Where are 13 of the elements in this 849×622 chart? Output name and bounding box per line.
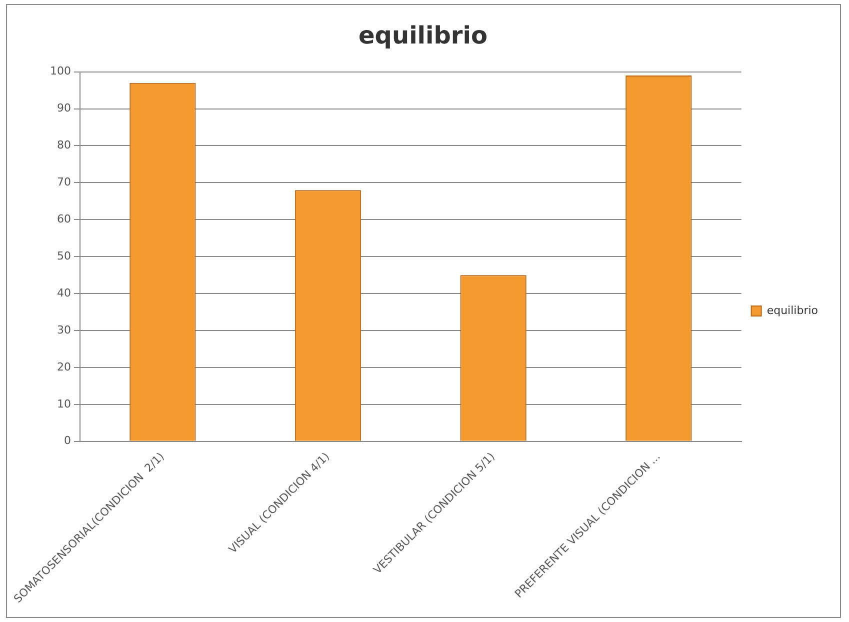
y-tick-label: 0 xyxy=(64,434,72,448)
y-tick-label: 20 xyxy=(57,360,72,374)
y-tick-label: 10 xyxy=(57,397,72,410)
y-tick-label: 60 xyxy=(57,212,72,226)
y-tick-label: 90 xyxy=(57,102,72,115)
y-tick-label: 100 xyxy=(50,64,72,78)
chart-title: equilibrio xyxy=(358,22,488,50)
legend-label: equilibrio xyxy=(766,304,818,317)
y-tick-label: 30 xyxy=(57,323,72,336)
y-tick-label: 80 xyxy=(57,138,72,152)
y-tick-label: 40 xyxy=(57,286,72,300)
y-tick-label: 70 xyxy=(57,176,72,189)
y-tick-label: 50 xyxy=(57,249,72,262)
